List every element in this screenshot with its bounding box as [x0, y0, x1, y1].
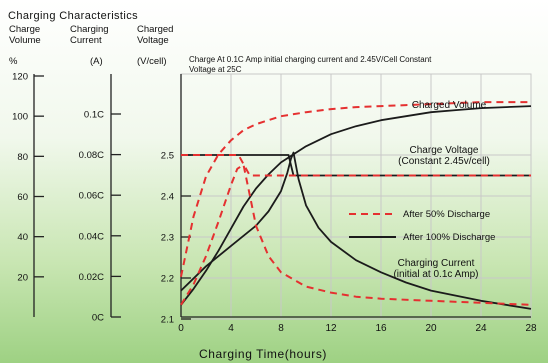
y-axis-unit-2: (V/cell) [137, 56, 167, 67]
plot-grid [180, 73, 532, 320]
chart-title: Charging Characteristics [8, 10, 138, 22]
y-tick-label: 80 [17, 152, 28, 163]
y-tick-label: 60 [17, 192, 28, 203]
y-axis-name-word: Charging [70, 24, 109, 35]
curve-label-line: Charged Volume [412, 100, 487, 111]
series-charge-voltage-50 [181, 154, 531, 177]
y-axis-name-word: Volume [9, 35, 41, 46]
curve-label-line: (Constant 2.45v/cell) [398, 156, 490, 167]
y-tick-label: 0C [92, 313, 104, 324]
y-tick-label: 2.2 [161, 274, 174, 285]
x-tick-label: 20 [425, 323, 437, 334]
y-tick-label: 20 [17, 272, 28, 283]
y-tick-label: 2.4 [161, 192, 174, 203]
curve-labels: Charged Volume Charge Voltage (Constant 2.… [393, 100, 489, 280]
annotation-line: Voltage at 25C [189, 65, 242, 74]
annotation-line: Charge At 0.1C Amp initial charging curr… [189, 55, 432, 64]
x-tick-label: 4 [228, 323, 234, 334]
y-axis-name-0: Charge Volume [9, 24, 41, 46]
y-tick-label: 0.06C [79, 191, 104, 202]
y-axis-unit-1: (A) [90, 56, 103, 67]
x-axis-label: Charging Time(hours) [199, 347, 327, 361]
x-tick-label: 0 [178, 323, 184, 334]
y-tick-label: 2.3 [161, 233, 174, 244]
y-axis-name-word: Charged [137, 24, 173, 35]
series-charged-volume-50 [180, 101, 531, 278]
y-tick-label: 40 [17, 232, 28, 243]
y-axis-name-2: Charged Voltage [137, 24, 173, 46]
x-tick-label: 28 [525, 323, 537, 334]
y-tick-label: 0.04C [79, 231, 104, 242]
chart-annotation: Charge At 0.1C Amp initial charging curr… [189, 55, 432, 74]
y-axis-name-word: Current [70, 35, 102, 46]
curve-label-voltage: Charge Voltage (Constant 2.45v/cell) [398, 145, 490, 167]
curve-label-line: Charge Voltage [410, 145, 479, 156]
y-tick-label: 2.5 [161, 151, 174, 162]
curve-label-current: Charging Current (initial at 0.1c Amp) [393, 258, 478, 280]
axis-header-names: Charge Volume Charging Current Charged Voltag… [9, 24, 173, 46]
legend-label-1: After 100% Discharge [403, 232, 495, 243]
curve-label-line: Charging Current [398, 258, 475, 269]
curve-label-line: (initial at 0.1c Amp) [393, 269, 478, 280]
curve-label-volume: Charged Volume [412, 100, 487, 111]
x-tick-label: 24 [475, 323, 487, 334]
y-tick-label: 2.1 [161, 315, 174, 326]
x-tick-label: 8 [278, 323, 284, 334]
y-tick-label: 0.08C [79, 150, 104, 161]
y-tick-label: 0.02C [79, 272, 104, 283]
x-tick-label: 16 [375, 323, 387, 334]
y-axis-name-1: Charging Current [70, 24, 109, 46]
x-tick-label: 12 [325, 323, 337, 334]
y-axis-name-word: Voltage [137, 35, 169, 46]
y-tick-label: 120 [12, 72, 28, 83]
series-charged-volume-100 [180, 105, 532, 306]
curves [180, 101, 532, 310]
y-tick-label: 100 [12, 112, 28, 123]
series-charging-current-50 [180, 163, 532, 306]
y-tick-label: 0.1C [84, 110, 104, 121]
y-axis-unit-0: % [9, 56, 18, 67]
axis-header-units: % (A) (V/cell) [9, 56, 167, 67]
axes [33, 74, 531, 320]
y-axis-name-word: Charge [9, 24, 40, 35]
legend: After 50% Discharge After 100% Discharge [349, 209, 495, 243]
legend-label-0: After 50% Discharge [403, 209, 490, 220]
tick-labels: 120100806040200.1C0.08C0.06C0.04C0.02C0C… [12, 72, 537, 335]
